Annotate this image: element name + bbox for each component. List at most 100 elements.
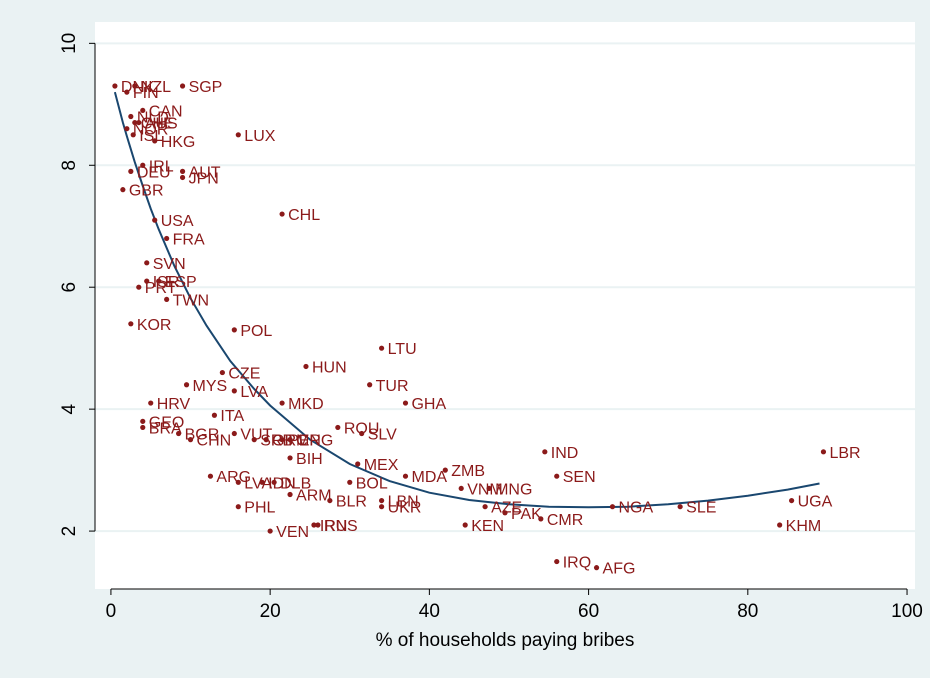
data-point <box>187 437 194 443</box>
data-point-label: ISL <box>139 128 163 145</box>
data-point-label: MDA <box>411 469 447 486</box>
data-point <box>140 424 146 431</box>
x-tick-label: 0 <box>106 601 117 622</box>
data-point-label: VEN <box>276 524 309 541</box>
data-point-label: LBR <box>829 445 860 462</box>
data-point-label: IRL <box>149 158 174 175</box>
data-point <box>124 126 130 132</box>
x-tick-label: 20 <box>260 601 281 622</box>
data-point <box>179 83 186 89</box>
data-point <box>609 504 616 510</box>
data-point <box>156 278 162 284</box>
data-point <box>183 382 190 388</box>
data-point <box>542 449 548 455</box>
data-point <box>235 132 241 138</box>
x-axis-title: % of households paying bribes <box>376 630 635 651</box>
gridlines <box>95 42 915 533</box>
data-point <box>367 382 373 388</box>
data-point-label: AZE <box>491 500 522 517</box>
data-point-label: SEN <box>563 469 596 486</box>
data-point-label: AFG <box>603 561 636 578</box>
data-point-label: TUR <box>376 378 409 395</box>
fitted-curve <box>113 91 820 509</box>
data-point-label: LUX <box>244 128 275 145</box>
data-point <box>128 168 134 174</box>
data-point-label: MEX <box>364 457 399 474</box>
data-point <box>152 217 158 223</box>
data-point <box>279 437 285 443</box>
data-point <box>820 449 827 455</box>
data-point-label: HRV <box>157 396 191 413</box>
data-point-label: BGR <box>185 427 220 444</box>
data-point <box>136 119 142 126</box>
data-point-label: GHA <box>411 396 446 413</box>
data-point <box>231 430 237 437</box>
fit-line <box>113 91 820 509</box>
data-point-label: NLD <box>137 110 169 127</box>
data-point <box>251 437 257 443</box>
data-point <box>235 479 241 485</box>
data-point <box>279 400 285 406</box>
data-point-label: CZE <box>228 366 260 383</box>
data-point-label: CHN <box>197 433 232 450</box>
data-point-label: BLR <box>336 494 367 511</box>
data-point <box>458 485 464 492</box>
data-point-label: LTU <box>388 341 417 358</box>
data-point-label: POL <box>240 323 272 340</box>
data-point <box>179 168 186 174</box>
data-point-label: DLB <box>280 475 311 492</box>
data-point-label: ARM <box>296 488 332 505</box>
data-point-label: AUS <box>145 116 178 133</box>
x-tick-label: 60 <box>578 601 599 622</box>
data-point-label: USA <box>161 213 194 230</box>
data-point <box>164 296 170 303</box>
data-point-label: PAK <box>511 506 542 523</box>
data-point-label: NOR <box>133 122 169 139</box>
data-point <box>140 418 146 424</box>
data-point <box>136 284 142 290</box>
data-point <box>462 522 468 528</box>
data-point-label: DEU <box>137 164 171 181</box>
data-point <box>271 479 277 485</box>
data-point-label: CHL <box>288 207 320 224</box>
data-point-label: AUT <box>189 164 221 181</box>
data-point-label: HKG <box>161 134 196 151</box>
data-point <box>219 369 225 376</box>
data-point-label: SVN <box>153 256 186 273</box>
data-point <box>207 473 214 479</box>
data-point <box>789 497 795 504</box>
data-point-label: VNM <box>467 481 503 498</box>
data-point <box>402 400 409 406</box>
data-point <box>152 138 158 144</box>
data-point-label: FRA <box>173 231 205 248</box>
data-point-label: UGA <box>798 494 833 511</box>
x-tick-label: 100 <box>891 601 923 622</box>
data-point <box>148 400 154 406</box>
data-point <box>315 522 321 528</box>
data-point-label: ARG <box>216 469 251 486</box>
data-point <box>124 89 130 95</box>
data-point <box>486 485 492 492</box>
data-point-label: SRB <box>260 433 293 450</box>
data-point-label: DNK <box>121 79 155 96</box>
data-point <box>554 473 560 479</box>
data-point-label: BOL <box>356 475 388 492</box>
data-point-label: LVA <box>240 384 268 401</box>
data-point-label: NGA <box>618 500 653 517</box>
data-point-label: KEN <box>471 518 504 535</box>
data-point <box>554 558 560 565</box>
data-point-label: BRA <box>149 420 182 437</box>
data-point <box>259 479 265 485</box>
data-point-label: TWN <box>173 292 209 309</box>
plot-area <box>95 22 915 589</box>
data-point <box>140 162 146 168</box>
data-point <box>267 528 273 534</box>
data-point-label: GBR <box>129 183 164 200</box>
x-tick-label: 80 <box>737 601 758 622</box>
data-point <box>777 522 783 528</box>
data-point-label: MNG <box>296 433 333 450</box>
data-point-label: NZL <box>141 79 171 96</box>
data-point-label: PRT <box>145 280 177 297</box>
